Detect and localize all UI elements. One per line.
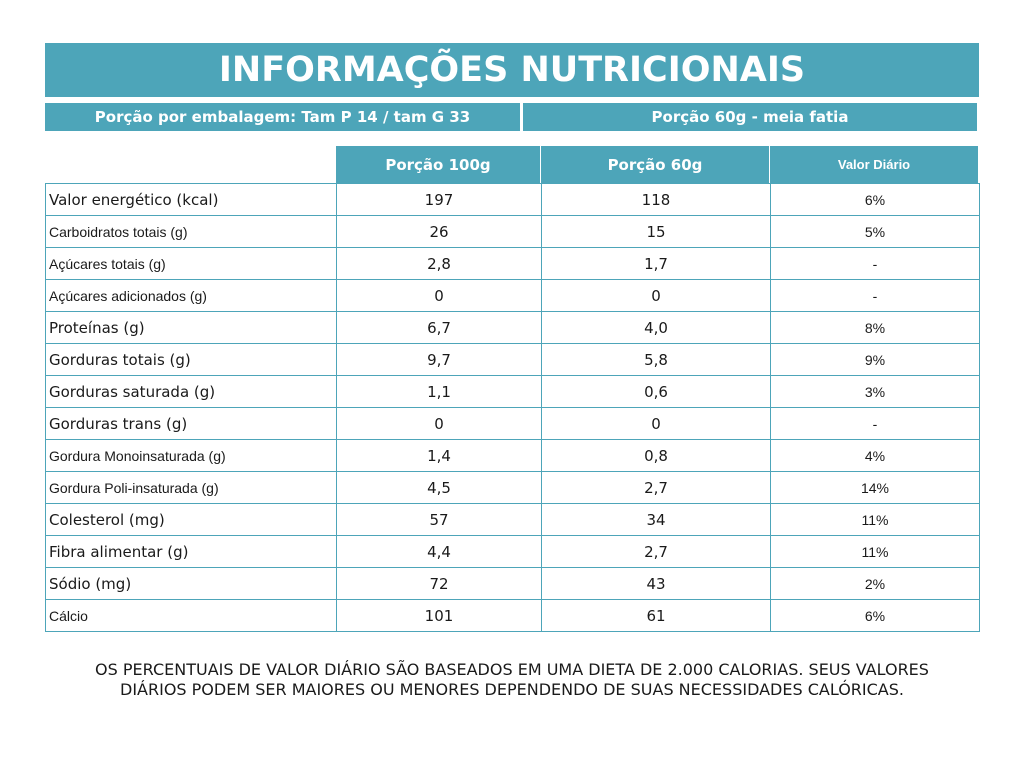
cell-value: 9,7 bbox=[336, 343, 542, 376]
row-label: Açúcares adicionados (g) bbox=[45, 279, 337, 312]
cell-value: 0 bbox=[336, 407, 542, 440]
row-label: Gorduras trans (g) bbox=[45, 407, 337, 440]
column-header: Valor Diário bbox=[770, 146, 978, 183]
cell-value: 4,4 bbox=[336, 535, 542, 568]
cell-value: 6,7 bbox=[336, 311, 542, 344]
cell-value: 57 bbox=[336, 503, 542, 536]
column-header: Porção 100g bbox=[336, 146, 540, 183]
cell-value: 14% bbox=[770, 471, 980, 504]
cell-value: 34 bbox=[541, 503, 771, 536]
row-label: Gordura Monoinsaturada (g) bbox=[45, 439, 337, 472]
row-label: Proteínas (g) bbox=[45, 311, 337, 344]
cell-value: 5% bbox=[770, 215, 980, 248]
cell-value: 11% bbox=[770, 503, 980, 536]
cell-value: 2,7 bbox=[541, 471, 771, 504]
cell-value: 11% bbox=[770, 535, 980, 568]
cell-value: 0 bbox=[336, 279, 542, 312]
row-label: Valor energético (kcal) bbox=[45, 183, 337, 216]
column-header: Porção 60g bbox=[541, 146, 769, 183]
cell-value: 2,8 bbox=[336, 247, 542, 280]
cell-value: - bbox=[770, 407, 980, 440]
cell-value: 1,1 bbox=[336, 375, 542, 408]
cell-value: 0 bbox=[541, 407, 771, 440]
row-label: Fibra alimentar (g) bbox=[45, 535, 337, 568]
cell-value: 5,8 bbox=[541, 343, 771, 376]
row-label: Carboidratos totais (g) bbox=[45, 215, 337, 248]
row-label: Gordura Poli-insaturada (g) bbox=[45, 471, 337, 504]
cell-value: 72 bbox=[336, 567, 542, 600]
cell-value: 26 bbox=[336, 215, 542, 248]
cell-value: 1,7 bbox=[541, 247, 771, 280]
cell-value: 4% bbox=[770, 439, 980, 472]
row-label: Cálcio bbox=[45, 599, 337, 632]
cell-value: 4,0 bbox=[541, 311, 771, 344]
cell-value: - bbox=[770, 247, 980, 280]
cell-value: 2% bbox=[770, 567, 980, 600]
row-label: Gorduras saturada (g) bbox=[45, 375, 337, 408]
cell-value: 0 bbox=[541, 279, 771, 312]
cell-value: 0,8 bbox=[541, 439, 771, 472]
cell-value: 9% bbox=[770, 343, 980, 376]
cell-value: 2,7 bbox=[541, 535, 771, 568]
serving-right: Porção 60g - meia fatia bbox=[523, 103, 977, 131]
serving-left: Porção por embalagem: Tam P 14 / tam G 3… bbox=[45, 103, 520, 131]
row-label: Açúcares totais (g) bbox=[45, 247, 337, 280]
cell-value: 197 bbox=[336, 183, 542, 216]
cell-value: 15 bbox=[541, 215, 771, 248]
title: INFORMAÇÕES NUTRICIONAIS bbox=[45, 43, 979, 97]
cell-value: 6% bbox=[770, 183, 980, 216]
cell-value: 8% bbox=[770, 311, 980, 344]
cell-value: 61 bbox=[541, 599, 771, 632]
cell-value: 4,5 bbox=[336, 471, 542, 504]
cell-value: - bbox=[770, 279, 980, 312]
row-label: Sódio (mg) bbox=[45, 567, 337, 600]
row-label: Gorduras totais (g) bbox=[45, 343, 337, 376]
footer-note: OS PERCENTUAIS DE VALOR DIÁRIO SÃO BASEA… bbox=[95, 660, 929, 699]
cell-value: 6% bbox=[770, 599, 980, 632]
cell-value: 101 bbox=[336, 599, 542, 632]
cell-value: 118 bbox=[541, 183, 771, 216]
cell-value: 43 bbox=[541, 567, 771, 600]
cell-value: 3% bbox=[770, 375, 980, 408]
row-label: Colesterol (mg) bbox=[45, 503, 337, 536]
cell-value: 1,4 bbox=[336, 439, 542, 472]
cell-value: 0,6 bbox=[541, 375, 771, 408]
